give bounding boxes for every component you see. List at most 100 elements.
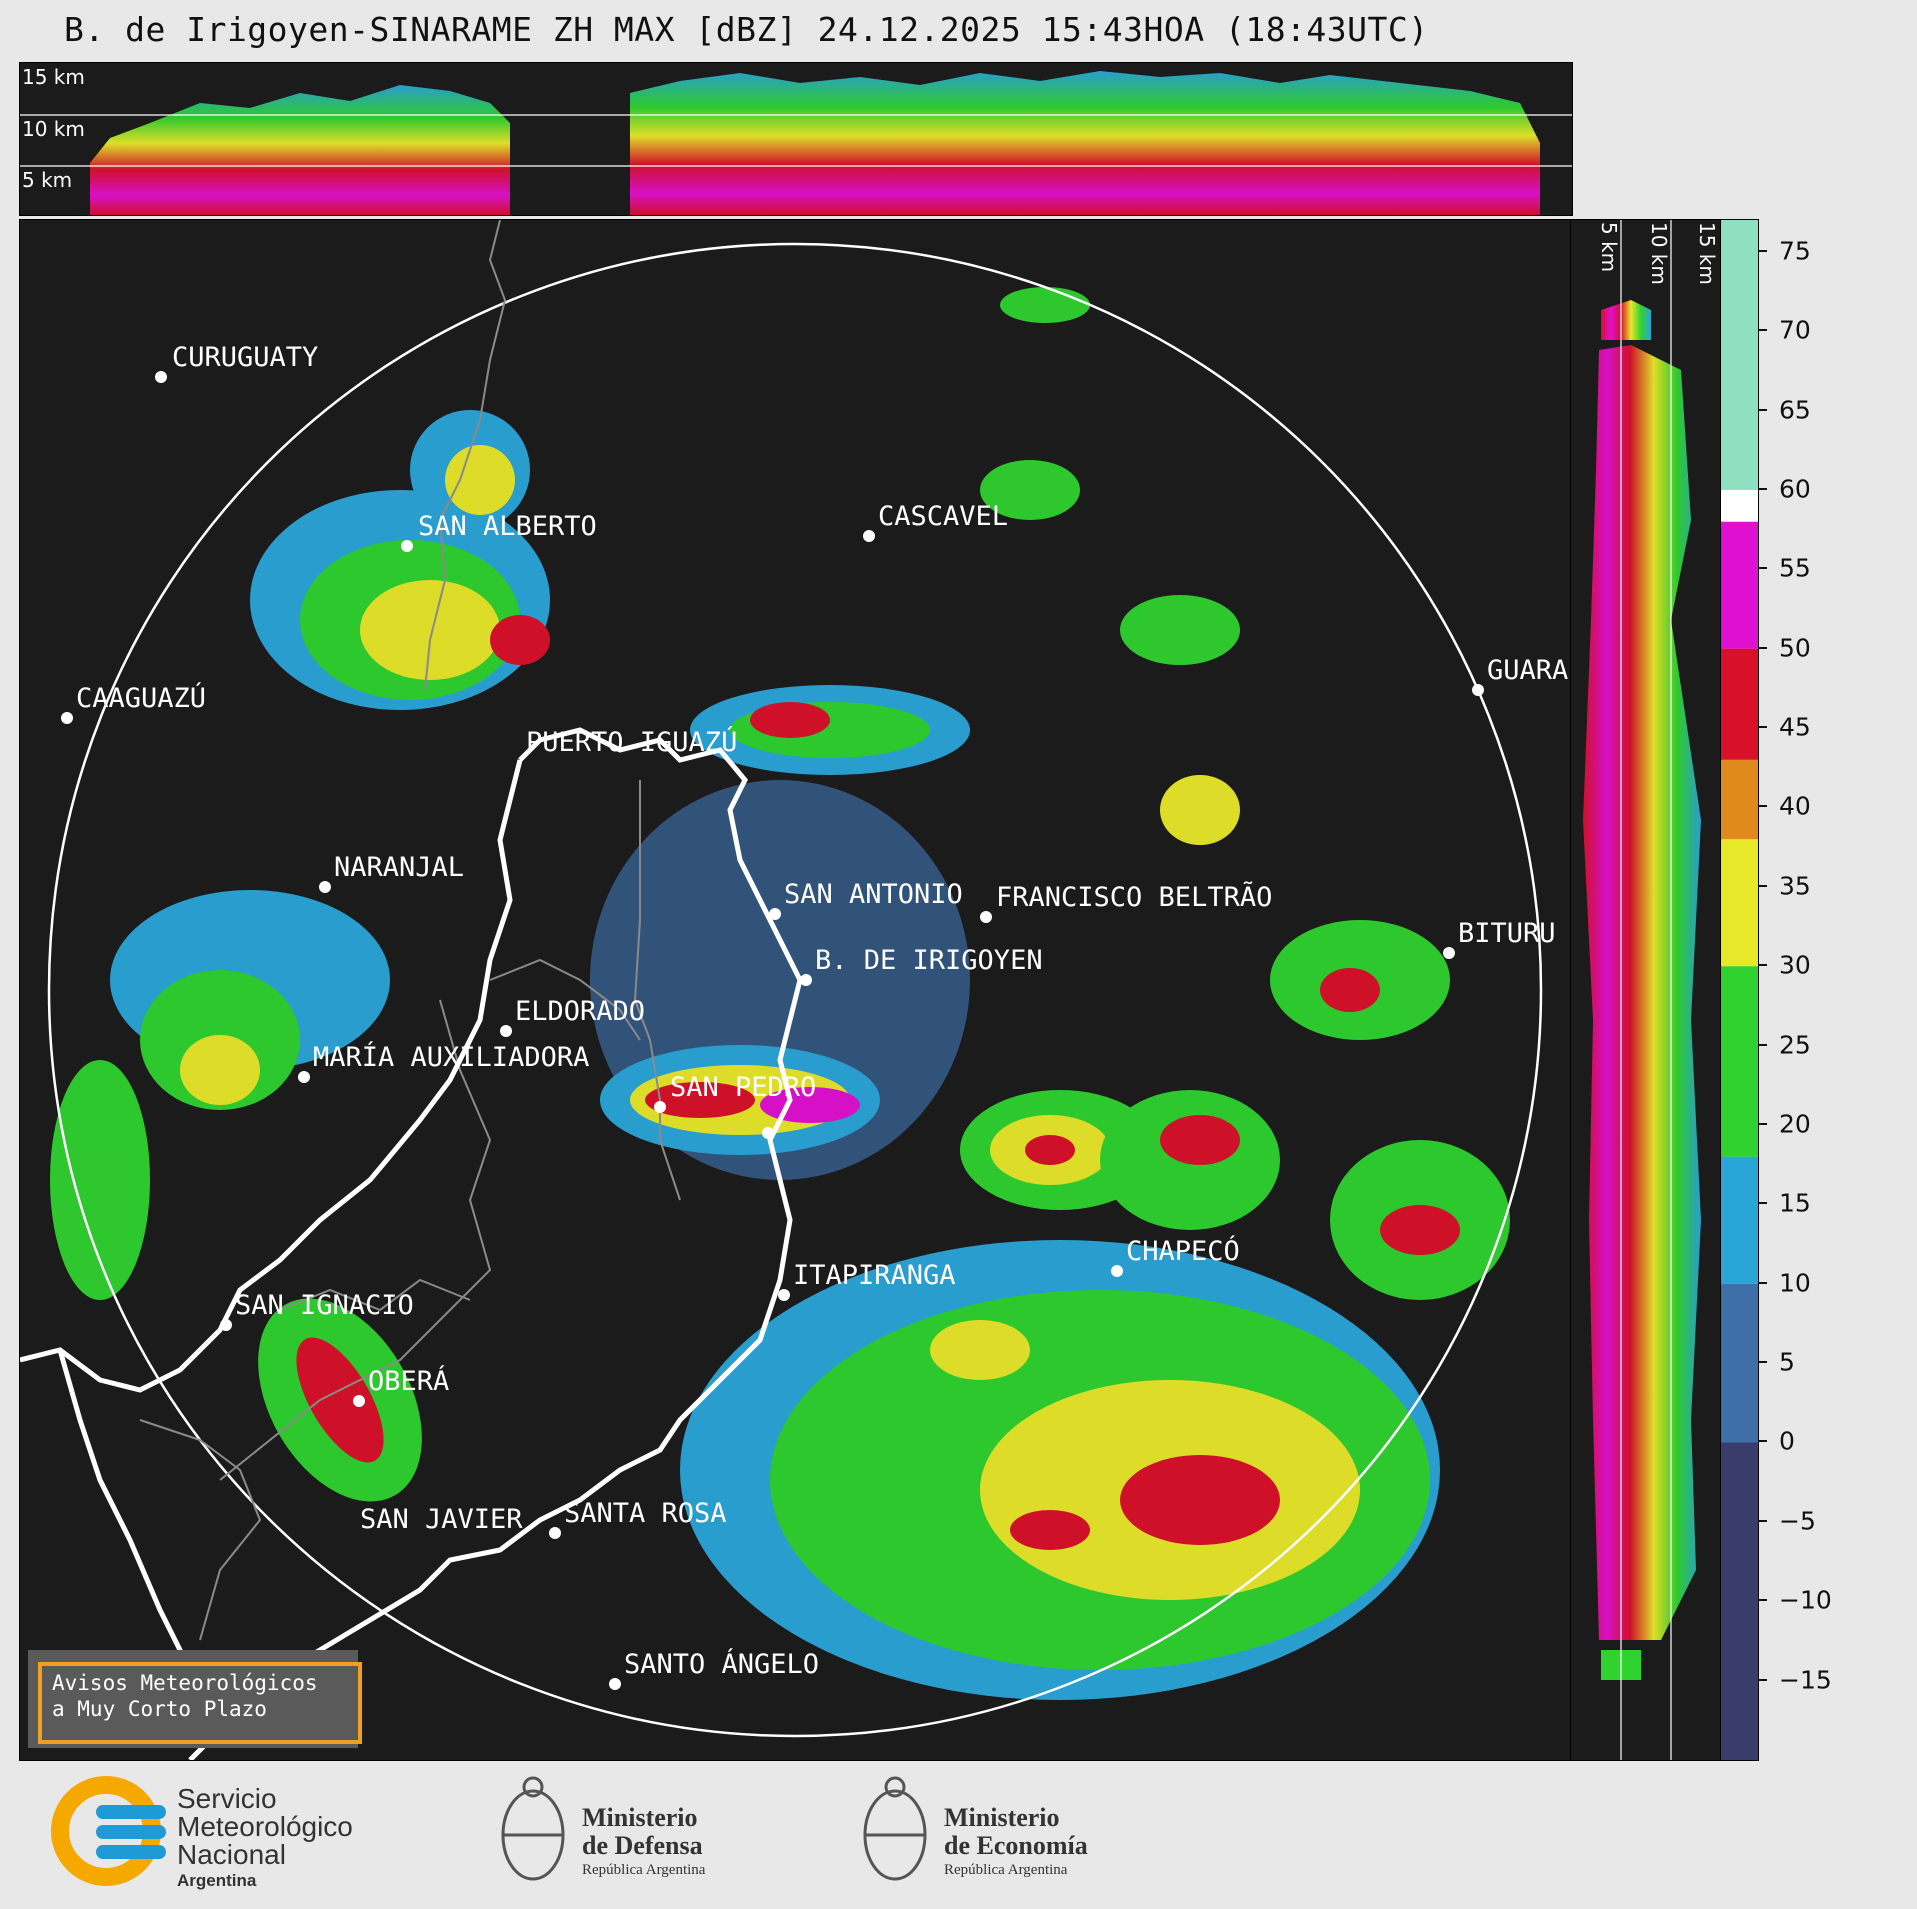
colorbar-band (1721, 220, 1758, 490)
city-label-itapiranga: ITAPIRANGA (793, 1260, 956, 1291)
smn-logo-line3: Nacional (177, 1839, 286, 1870)
city-label-cascavel: CASCAVEL (878, 501, 1009, 532)
precipitation-echoes (50, 287, 1510, 1700)
city-marker (500, 1025, 512, 1037)
city-marker (863, 530, 875, 542)
radar-map (20, 220, 1543, 1760)
city-marker (549, 1527, 561, 1539)
smn-logo-line2: Meteorológico (177, 1811, 353, 1842)
colorbar-tick-label: 30 (1779, 950, 1811, 980)
colorbar-tick-mark (1758, 884, 1767, 887)
colorbar-tick-mark (1758, 1202, 1767, 1205)
colorbar-tick-mark (1758, 249, 1767, 252)
smn-logo-line1: Servicio (177, 1783, 277, 1814)
colorbar-band (1721, 759, 1758, 840)
notice-line-2: a Muy Corto Plazo (52, 1697, 267, 1721)
city-label-bituru: BITURU (1458, 918, 1556, 949)
city-label-naranjal: NARANJAL (334, 852, 465, 883)
colorbar-tick-mark (1758, 1281, 1767, 1284)
altitude-label-15km: 15 km (22, 65, 85, 89)
city-label-san-antonio: SAN ANTONIO (784, 879, 963, 910)
colorbar-tick-mark (1758, 1599, 1767, 1602)
notice-line-1: Avisos Meteorológicos (52, 1671, 318, 1695)
city-marker (762, 1127, 774, 1139)
top-cross-section-plot (20, 71, 1572, 215)
colorbar-band (1721, 521, 1758, 649)
colorbar-tick-label: 45 (1779, 712, 1811, 742)
top-cross-section-panel: 15 km 10 km 5 km (19, 62, 1573, 216)
city-marker (778, 1289, 790, 1301)
altitude-label-5km: 5 km (22, 168, 73, 192)
city-label-caaguazu: CAAGUAZÚ (76, 683, 207, 714)
city-label-obera: OBERÁ (368, 1366, 450, 1397)
city-label-santo-angelo: SANTO ÁNGELO (624, 1649, 820, 1680)
colorbar-tick-mark (1758, 1122, 1767, 1125)
colorbar-band (1721, 839, 1758, 967)
city-label-san-javier: SAN JAVIER (360, 1504, 523, 1535)
dbz-colorbar (1720, 219, 1759, 1761)
colorbar-tick-mark (1758, 329, 1767, 332)
economia-line3: República Argentina (944, 1862, 1068, 1878)
city-marker (353, 1395, 365, 1407)
colorbar-tick-mark (1758, 1440, 1767, 1443)
defensa-line2: de Defensa (582, 1831, 703, 1860)
city-marker (61, 712, 73, 724)
colorbar-tick-mark (1758, 726, 1767, 729)
colorbar-band (1721, 966, 1758, 1157)
radar-map-panel: CURUGUATY SAN ALBERTO CASCAVEL CAAGUAZÚ … (19, 219, 1571, 1761)
smn-logo-icon (51, 1776, 166, 1886)
city-marker (1472, 684, 1484, 696)
colorbar-tick-mark (1758, 1043, 1767, 1046)
city-marker (980, 911, 992, 923)
colorbar-band (1721, 1156, 1758, 1284)
colorbar-tick-mark (1758, 1361, 1767, 1364)
right-cross-section-panel: 5 km 10 km 15 km (1570, 219, 1722, 1761)
colorbar-band (1721, 1283, 1758, 1443)
colorbar-tick-label: 40 (1779, 791, 1811, 821)
city-label-francisco-beltrao: FRANCISCO BELTRÃO (996, 882, 1273, 913)
colorbar-tick-mark (1758, 1519, 1767, 1522)
colorbar-tick-label: 10 (1779, 1268, 1811, 1298)
defensa-line3: República Argentina (582, 1862, 706, 1878)
defensa-line1: Ministerio (582, 1803, 698, 1832)
colorbar-tick-label: 65 (1779, 395, 1811, 424)
colorbar-tick-label: −10 (1779, 1585, 1832, 1615)
city-label-eldorado: ELDORADO (515, 996, 646, 1027)
colorbar-tick-mark (1758, 408, 1767, 411)
colorbar-band (1721, 648, 1758, 760)
colorbar-tick-label: 50 (1779, 633, 1811, 663)
colorbar-tick-mark (1758, 805, 1767, 808)
city-label-san-pedro: SAN PEDRO (670, 1072, 817, 1103)
logo-graphics (51, 1776, 927, 1886)
altitude-label-10km-right: 10 km (1647, 222, 1671, 285)
colorbar-tick-label: −5 (1779, 1506, 1816, 1536)
city-marker (401, 540, 413, 552)
defensa-coat-of-arms-icon (501, 1776, 565, 1881)
city-label-san-alberto: SAN ALBERTO (418, 511, 597, 542)
colorbar-tick-mark (1758, 567, 1767, 570)
city-label-santa-rosa: SANTA ROSA (564, 1498, 727, 1529)
city-label-puerto-iguazu: PUERTO IGUAZÚ (526, 727, 738, 758)
city-label-b-de-irigoyen: B. DE IRIGOYEN (815, 945, 1043, 976)
economia-line2: de Economía (944, 1831, 1088, 1860)
logo-footer: Servicio Meteorológico Nacional Argentin… (0, 1765, 1917, 1909)
colorbar-tick-label: 75 (1779, 236, 1811, 266)
province-borders (139, 220, 681, 1641)
chart-title: B. de Irigoyen-SINARAME ZH MAX [dBZ] 24.… (64, 10, 1429, 49)
altitude-label-5km-right: 5 km (1597, 222, 1621, 273)
altitude-label-10km: 10 km (22, 117, 85, 141)
colorbar-tick-mark (1758, 646, 1767, 649)
colorbar-tick-label: −15 (1779, 1665, 1832, 1695)
colorbar-tick-label: 0 (1779, 1426, 1795, 1456)
colorbar-tick-label: 15 (1779, 1188, 1811, 1218)
colorbar-tick-mark (1758, 487, 1767, 490)
colorbar-tick-label: 25 (1779, 1030, 1811, 1060)
dbz-colorbar-scale (1721, 220, 1758, 1760)
colorbar-tick-label: 5 (1779, 1347, 1795, 1377)
city-marker (1111, 1265, 1123, 1277)
alerts-notice-frame: Avisos Meteorológicos a Muy Corto Plazo (38, 1662, 362, 1744)
city-marker (220, 1319, 232, 1331)
alerts-notice-box: Avisos Meteorológicos a Muy Corto Plazo (28, 1650, 362, 1748)
city-marker (654, 1101, 666, 1113)
city-marker (800, 974, 812, 986)
